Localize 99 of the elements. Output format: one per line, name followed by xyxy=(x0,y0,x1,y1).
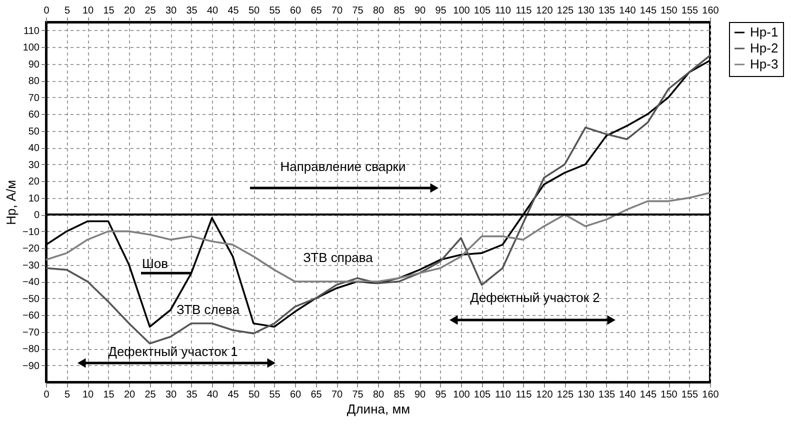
x2-tick-label: 155 xyxy=(681,390,699,400)
x-tick-label: 15 xyxy=(103,6,115,16)
x2-tick-label: 55 xyxy=(269,390,281,400)
y-tick-label: −90 xyxy=(22,360,40,372)
x2-tick-label: 75 xyxy=(352,390,364,400)
x-tick-label: 110 xyxy=(495,6,512,16)
y-tick-label: 110 xyxy=(24,26,40,37)
y-tick-label: −70 xyxy=(22,327,40,338)
annotation: ЗТВ справа xyxy=(303,250,374,265)
y-tick-label: 30 xyxy=(28,160,40,171)
x2-tick-label: 45 xyxy=(228,390,240,400)
x-tick-label: 40 xyxy=(206,6,218,16)
x-tick-label: 65 xyxy=(310,6,322,16)
x-tick-label: 70 xyxy=(331,6,343,16)
line-series xyxy=(45,192,711,282)
annotation: Дефектный участок 1 xyxy=(108,344,238,359)
x-tick-label: 35 xyxy=(186,6,198,16)
x2-tick-label: 100 xyxy=(453,390,470,400)
y-tick-label: 80 xyxy=(28,76,40,88)
x-tick-label: 145 xyxy=(640,6,658,16)
x-tick-label: 100 xyxy=(453,6,470,16)
x-tick-label: 140 xyxy=(619,6,636,16)
y-tick-label: 20 xyxy=(28,176,40,188)
x-tick-label: 20 xyxy=(124,6,136,16)
y-tick-label: −20 xyxy=(22,244,40,255)
x-tick-label: 130 xyxy=(578,6,595,16)
x2-tick-label: 145 xyxy=(640,390,658,400)
x-tick-label: 105 xyxy=(474,6,492,16)
x-tick-label: 160 xyxy=(702,6,720,16)
annotation: Дефектный участок 2 xyxy=(470,290,600,305)
x-tick-label: 120 xyxy=(536,6,554,16)
x2-tick-label: 65 xyxy=(310,390,322,400)
x2-tick-label: 110 xyxy=(495,390,512,400)
annotation: Направление сварки xyxy=(280,159,406,174)
x2-tick-label: 130 xyxy=(578,390,595,400)
y-tick-label: 100 xyxy=(22,42,40,54)
y-axis-title: Нр, А/м xyxy=(4,180,19,226)
x2-tick-label: 25 xyxy=(144,390,156,400)
y-tick-label: −30 xyxy=(22,260,40,272)
x-axis-title: Длина, мм xyxy=(346,402,410,416)
x-tick-label: 75 xyxy=(352,6,364,16)
legend-label: Нр-1 xyxy=(750,24,778,40)
x2-tick-label: 50 xyxy=(248,390,260,400)
x-tick-label: 80 xyxy=(372,6,384,16)
x2-tick-label: 40 xyxy=(206,390,218,400)
x-tick-label: 50 xyxy=(248,6,260,16)
x2-tick-label: 105 xyxy=(474,390,492,400)
x-tick-label: 95 xyxy=(435,6,447,16)
y-tick-label: −80 xyxy=(22,344,40,356)
x2-tick-label: 115 xyxy=(516,390,532,400)
x-tick-label: 55 xyxy=(269,6,281,16)
x-tick-label: 90 xyxy=(414,6,426,16)
x2-tick-label: 35 xyxy=(186,390,198,400)
x2-tick-label: 90 xyxy=(414,390,426,400)
x2-tick-label: 10 xyxy=(82,390,94,400)
y-tick-label: 10 xyxy=(28,193,40,204)
x-tick-label: 10 xyxy=(82,6,94,16)
y-tick-label: −50 xyxy=(22,294,40,305)
x2-tick-label: 125 xyxy=(556,390,574,400)
y-tick-label: 70 xyxy=(28,92,40,104)
x-tick-label: 45 xyxy=(228,6,240,16)
x2-tick-label: 95 xyxy=(435,390,447,400)
y-tick-label: −60 xyxy=(22,310,40,322)
y-tick-label: −10 xyxy=(22,226,40,238)
x-tick-label: 150 xyxy=(660,6,678,16)
y-tick-label: 90 xyxy=(28,59,40,70)
annotation: ЗТВ слева xyxy=(176,302,240,317)
x2-tick-label: 60 xyxy=(290,390,302,400)
x2-tick-label: 15 xyxy=(103,390,115,400)
annotation: Шов xyxy=(142,256,168,271)
y-tick-label: 40 xyxy=(28,143,40,154)
x-tick-label: 30 xyxy=(165,6,177,16)
x2-tick-label: 0 xyxy=(44,390,50,400)
x-tick-label: 125 xyxy=(556,6,574,16)
x2-tick-label: 120 xyxy=(536,390,554,400)
y-tick-label: −40 xyxy=(22,277,40,288)
x-tick-label: 25 xyxy=(144,6,156,16)
legend-label: Нр-2 xyxy=(750,40,778,56)
x2-tick-label: 135 xyxy=(598,390,616,400)
x2-tick-label: 140 xyxy=(619,390,636,400)
x2-tick-label: 5 xyxy=(64,390,70,400)
legend-label: Нр-3 xyxy=(750,56,778,72)
x-tick-label: 115 xyxy=(516,6,532,16)
x2-tick-label: 30 xyxy=(165,390,177,400)
x-tick-label: 135 xyxy=(598,6,616,16)
x2-tick-label: 160 xyxy=(702,390,720,400)
x2-tick-label: 85 xyxy=(394,390,406,400)
x-tick-label: 155 xyxy=(681,6,699,16)
x-tick-label: 0 xyxy=(44,6,50,16)
x2-tick-label: 20 xyxy=(124,390,136,400)
x2-tick-label: 80 xyxy=(372,390,384,400)
x-tick-label: 85 xyxy=(394,6,406,16)
x2-tick-label: 150 xyxy=(660,390,678,400)
x-tick-label: 5 xyxy=(64,6,70,16)
y-tick-label: 0 xyxy=(34,210,40,222)
x-tick-label: 60 xyxy=(290,6,302,16)
y-tick-label: 60 xyxy=(28,110,40,121)
x2-tick-label: 70 xyxy=(331,390,343,400)
y-tick-label: 50 xyxy=(28,126,40,138)
